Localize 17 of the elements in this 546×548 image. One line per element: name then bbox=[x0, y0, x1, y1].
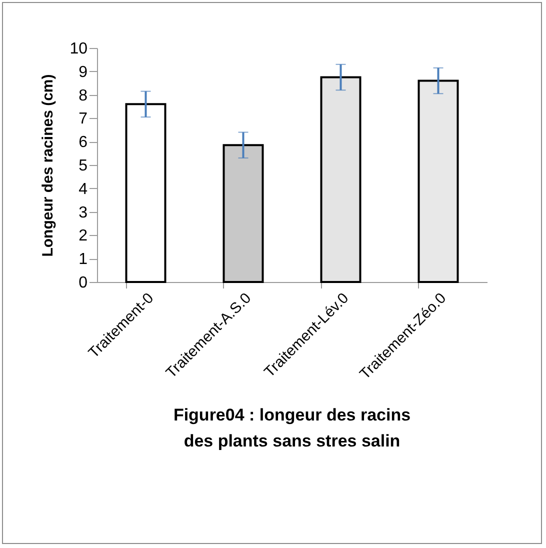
y-tick-label: 1 bbox=[78, 251, 88, 268]
y-tick-label: 0 bbox=[78, 274, 88, 292]
y-tick-label: 6 bbox=[78, 134, 88, 152]
bar bbox=[222, 144, 264, 283]
y-tick-label: 7 bbox=[78, 110, 88, 128]
bar bbox=[418, 80, 459, 283]
y-tick-label: 10 bbox=[70, 40, 88, 58]
text: Figure04 : longeur des racins des plants sans stres salin bbox=[173, 406, 411, 451]
y-tick-label: 9 bbox=[78, 64, 88, 81]
y-tick-label: 8 bbox=[78, 87, 88, 104]
bar bbox=[125, 103, 166, 283]
y-tick-label: 2 bbox=[78, 228, 88, 245]
bar bbox=[320, 76, 362, 283]
y-tick-label: 5 bbox=[78, 158, 88, 174]
y-tick-label: 4 bbox=[78, 180, 88, 198]
y-tick-label: 3 bbox=[78, 204, 88, 222]
y-axis-title: Longeur des racines (cm) bbox=[40, 74, 57, 257]
